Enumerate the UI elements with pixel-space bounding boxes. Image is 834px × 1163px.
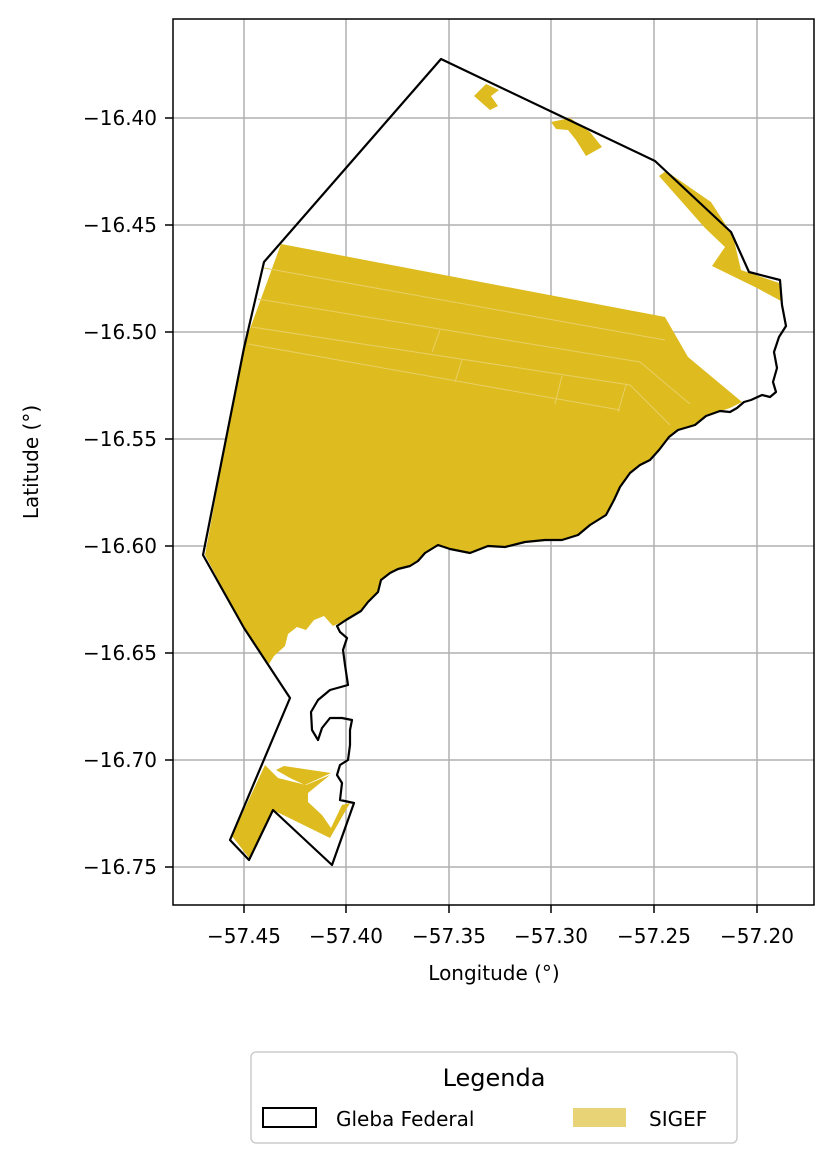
x-tick-marks bbox=[243, 905, 758, 913]
y-tick-marks bbox=[165, 117, 173, 868]
y-tick-label: −16.45 bbox=[83, 213, 157, 237]
y-axis-title: Latitude (°) bbox=[19, 405, 43, 519]
sigef-north-small-2 bbox=[551, 118, 602, 156]
x-tick-label: −57.35 bbox=[412, 924, 486, 948]
x-tick-label: −57.40 bbox=[309, 924, 383, 948]
division-line-7 bbox=[554, 375, 563, 405]
y-tick-label: −16.75 bbox=[83, 855, 157, 879]
legend-swatch-sigef bbox=[573, 1108, 626, 1127]
legend-title: Legenda bbox=[443, 1064, 546, 1092]
division-line-2 bbox=[257, 298, 691, 405]
gleba-federal-boundary bbox=[201, 57, 788, 867]
y-tick-label: −16.55 bbox=[83, 427, 157, 451]
plot-frame bbox=[172, 18, 815, 906]
division-line-5 bbox=[431, 329, 441, 353]
legend-label-gleba-federal: Gleba Federal bbox=[336, 1107, 474, 1131]
sigef-parcels bbox=[205, 84, 781, 858]
division-line-3 bbox=[251, 326, 671, 426]
sigef-main-parcel bbox=[205, 244, 742, 664]
y-tick-labels: −16.40 −16.45 −16.50 −16.55 −16.60 −16.6… bbox=[83, 106, 157, 879]
sigef-south-small bbox=[276, 766, 331, 785]
legend: Legenda Gleba Federal SIGEF bbox=[250, 1051, 738, 1144]
legend-swatch-gleba-federal bbox=[262, 1107, 317, 1128]
division-line-8 bbox=[617, 384, 627, 413]
x-tick-label: −57.30 bbox=[514, 924, 588, 948]
division-line-4 bbox=[247, 343, 621, 411]
x-tick-labels: −57.45 −57.40 −57.35 −57.30 −57.25 −57.2… bbox=[207, 924, 794, 948]
sigef-east-strip bbox=[659, 171, 781, 301]
y-tick-label: −16.60 bbox=[83, 534, 157, 558]
y-tick-label: −16.40 bbox=[83, 106, 157, 130]
y-tick-label: −16.50 bbox=[83, 320, 157, 344]
x-tick-label: −57.45 bbox=[207, 924, 281, 948]
y-tick-label: −16.65 bbox=[83, 641, 157, 665]
division-line-6 bbox=[454, 359, 463, 383]
sigef-south-parcel bbox=[232, 765, 350, 858]
sigef-north-small-1 bbox=[474, 84, 499, 110]
legend-label-sigef: SIGEF bbox=[649, 1107, 707, 1131]
x-tick-label: −57.20 bbox=[720, 924, 794, 948]
x-tick-label: −57.25 bbox=[617, 924, 691, 948]
division-line-1 bbox=[263, 267, 666, 341]
x-axis-title: Longitude (°) bbox=[428, 961, 559, 985]
parcel-divisions bbox=[247, 267, 691, 426]
y-tick-label: −16.70 bbox=[83, 748, 157, 772]
